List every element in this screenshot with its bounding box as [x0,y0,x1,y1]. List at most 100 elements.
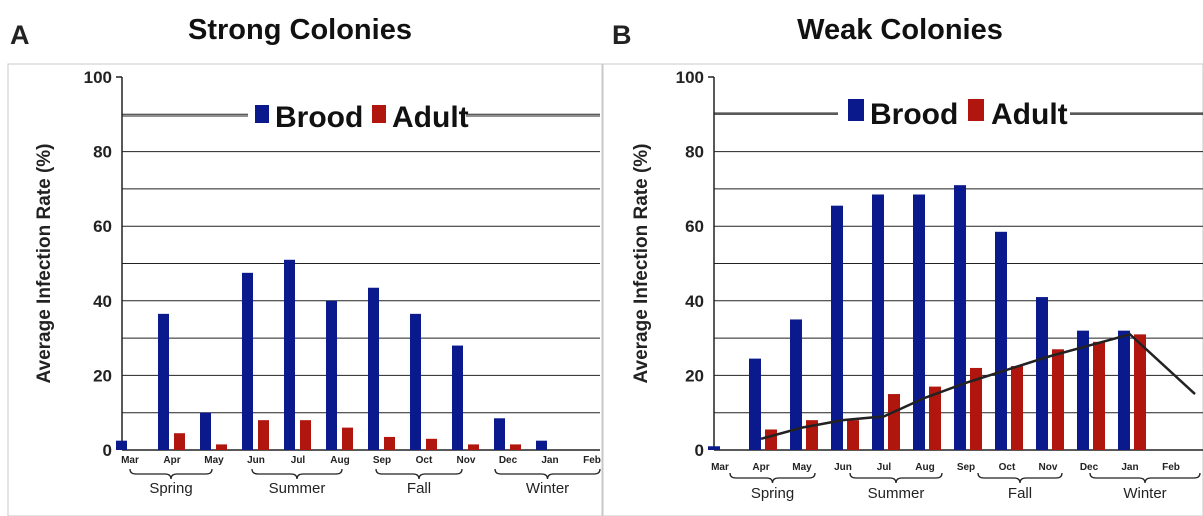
bar-brood-aug [913,194,925,450]
bar-brood-jul [872,194,884,450]
y-tick-label: 60 [685,217,704,236]
bar-brood-nov [1036,297,1048,450]
panel-letter-b: B [612,20,632,50]
x-tick-label-oct: Oct [999,462,1016,473]
bar-brood-jan [536,440,547,450]
bar-adult-may [806,420,818,450]
bar-adult-jul [888,394,900,450]
bar-adult-nov [1052,349,1064,450]
panel-title-a: Strong Colonies [188,14,412,46]
y-tick-label: 40 [685,292,704,311]
legend-swatch-adult [968,99,984,121]
y-tick-label: 80 [685,143,704,162]
legend-swatch-brood [255,105,269,123]
bar-brood-sep [954,185,966,451]
legend-background [248,100,466,132]
season-brace [849,472,943,484]
bar-adult-jun [847,420,859,450]
season-brace [729,472,816,484]
bar-brood-apr [158,313,169,450]
x-tick-label-jun: Jun [247,455,265,466]
season-brace [129,468,213,480]
season-brace [977,472,1063,484]
season-label-winter: Winter [526,480,569,497]
x-tick-label-jan: Jan [1121,462,1138,473]
y-tick-label: 0 [695,441,704,460]
bar-brood-dec [494,418,505,450]
y-axis-title: Average Infection Rate (%) [34,143,55,383]
season-label-summer: Summer [269,480,326,497]
legend-swatch-adult [372,105,386,123]
season-label-winter: Winter [1123,485,1166,502]
legend-background [838,97,1070,129]
y-tick-label: 80 [93,143,112,162]
x-tick-label-feb: Feb [583,455,601,466]
legend-label-adult: Adult [392,101,469,134]
x-tick-label-aug: Aug [915,462,934,473]
bar-adult-oct [426,438,437,450]
bar-brood-oct [995,231,1007,450]
bar-adult-apr [765,429,777,450]
season-brace [1089,472,1201,484]
bar-adult-aug [342,427,353,450]
bar-brood-jun [831,205,843,450]
y-tick-label: 60 [93,217,112,236]
x-tick-label-jun: Jun [834,462,852,473]
season-label-spring: Spring [751,485,794,502]
x-tick-label-aug: Aug [330,455,349,466]
bar-adult-oct [1011,366,1023,450]
x-tick-label-mar: Mar [121,455,139,466]
bar-brood-nov [452,345,463,450]
bar-brood-mar [116,440,127,450]
season-brace [494,468,601,480]
season-label-spring: Spring [149,480,192,497]
x-tick-label-nov: Nov [457,455,476,466]
bar-brood-apr [749,358,761,450]
bar-brood-jun [242,272,253,450]
x-tick-label-mar: Mar [711,462,729,473]
bar-brood-may [790,319,802,450]
x-tick-label-dec: Dec [499,455,518,466]
x-tick-label-jul: Jul [291,455,306,466]
chart-frame [7,63,603,516]
x-tick-label-may: May [204,455,224,466]
season-label-fall: Fall [1008,485,1032,502]
legend-label-brood: Brood [870,98,958,131]
season-brace [375,468,463,480]
y-tick-label: 0 [103,441,112,460]
legend-swatch-brood [848,99,864,121]
x-tick-label-feb: Feb [1162,462,1180,473]
bar-adult-jul [300,420,311,450]
y-tick-label: 20 [685,366,704,385]
x-tick-label-jan: Jan [541,455,558,466]
x-tick-label-jul: Jul [877,462,892,473]
bar-brood-dec [1077,330,1089,450]
x-tick-label-sep: Sep [957,462,975,473]
bar-adult-sep [384,436,395,450]
chart-frame [602,63,1203,516]
bar-adult-dec [1093,341,1105,450]
legend-label-adult: Adult [991,98,1068,131]
x-tick-label-sep: Sep [373,455,391,466]
bar-brood-may [200,412,211,450]
x-tick-label-oct: Oct [416,455,433,466]
x-tick-label-dec: Dec [1080,462,1099,473]
bar-adult-nov [468,444,479,450]
x-tick-label-apr: Apr [752,462,769,473]
bar-brood-aug [326,300,337,450]
y-tick-label: 100 [84,68,112,87]
bar-brood-oct [410,313,421,450]
bar-brood-mar [708,446,720,450]
panel-title-b: Weak Colonies [797,14,1003,46]
season-brace [251,468,343,480]
bar-adult-apr [174,433,185,450]
trend-line [760,332,1196,441]
bar-brood-jan [1118,330,1130,450]
panel-letter-a: A [10,20,30,50]
x-tick-label-may: May [792,462,812,473]
bar-adult-jun [258,420,269,450]
bar-brood-sep [368,287,379,450]
x-tick-label-apr: Apr [163,455,180,466]
